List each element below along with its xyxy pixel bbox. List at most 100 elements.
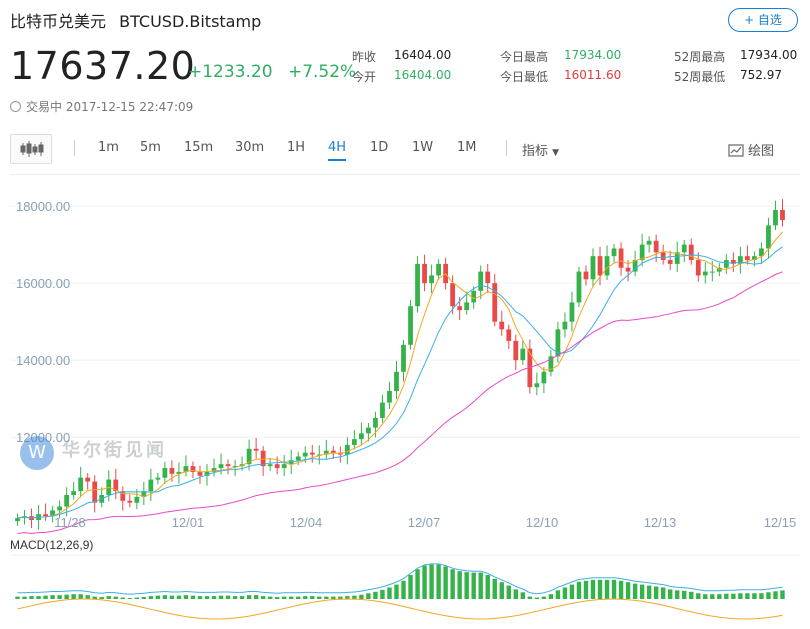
candle-body — [92, 481, 98, 503]
macd-bar — [148, 596, 154, 599]
macd-bar — [232, 596, 238, 599]
add-watchlist-button[interactable]: + 自选 — [728, 8, 798, 32]
macd-bar — [106, 596, 111, 599]
x-tick-label: 12/10 — [526, 515, 559, 530]
candle-body — [695, 260, 701, 276]
macd-bar — [745, 593, 750, 599]
macd-bar — [773, 591, 778, 599]
candle-body — [351, 439, 357, 445]
candle-body — [625, 267, 631, 272]
candle-body — [639, 244, 645, 261]
macd-bar — [668, 589, 673, 599]
candle-body — [780, 209, 785, 221]
candle-body — [134, 496, 140, 503]
macd-bar — [15, 596, 20, 599]
candle-body — [232, 466, 238, 468]
macd-bar — [646, 585, 652, 599]
macd-bar — [513, 589, 518, 599]
macd-dif-line — [17, 563, 783, 595]
candle-body — [64, 495, 70, 507]
candle-body — [148, 479, 154, 492]
candle-body — [478, 271, 484, 291]
draw-tool-button[interactable]: 绘图 — [728, 140, 774, 159]
candle-body — [155, 477, 161, 480]
macd-bar — [239, 596, 245, 599]
macd-bar — [527, 596, 533, 599]
candle-body — [730, 260, 736, 264]
prev-close-label: 昨收 — [352, 50, 377, 64]
chart-type-button[interactable] — [10, 134, 52, 164]
trading-status: 交易中 2017-12-15 22:47:09 — [10, 98, 193, 115]
wk52-low-value: 752.97 — [740, 68, 782, 82]
candle-body — [534, 383, 540, 388]
interval-tab-5m[interactable]: 5m — [140, 140, 161, 155]
candle-body — [373, 417, 378, 428]
interval-tab-1h[interactable]: 1H — [287, 140, 306, 155]
macd-bar — [373, 591, 378, 599]
candle-body — [604, 256, 610, 276]
candle-body — [646, 240, 652, 245]
interval-tab-1w[interactable]: 1W — [412, 140, 434, 155]
macd-bar — [618, 580, 624, 599]
candle-body — [169, 468, 175, 474]
day-high-label: 今日最高 — [500, 50, 549, 64]
interval-tab-1m[interactable]: 1M — [457, 140, 477, 155]
candle-body — [569, 302, 575, 322]
macd-bar — [710, 594, 715, 599]
macd-bar — [218, 595, 224, 599]
x-tick-label: 12/07 — [408, 515, 441, 530]
macd-bar — [562, 587, 568, 599]
macd-bar — [331, 596, 336, 599]
interval-tab-1m[interactable]: 1m — [98, 140, 119, 155]
candle-body — [450, 283, 456, 307]
macd-bar — [520, 592, 526, 599]
candle-body — [344, 444, 350, 455]
candle-body — [737, 256, 743, 264]
macd-bar — [29, 596, 34, 599]
candle-body — [513, 340, 519, 361]
macd-bar — [289, 596, 294, 599]
macd-title: MACD(12,26,9) — [10, 538, 93, 552]
macd-bar — [766, 592, 771, 599]
interval-tab-1d[interactable]: 1D — [370, 140, 389, 155]
instrument-title: 比特币兑美元 BTCUSD.Bitstamp — [10, 8, 261, 32]
macd-bar — [162, 595, 168, 599]
wk52-low-label: 52周最低 — [674, 70, 726, 84]
price-chart[interactable]: 18000.0016000.0014000.0012000.0011/2812/… — [10, 175, 800, 625]
candle-body — [674, 252, 680, 264]
macd-bar — [394, 584, 399, 599]
macd-bar — [43, 595, 48, 599]
macd-bar — [78, 594, 83, 599]
interval-tab-15m[interactable]: 15m — [184, 140, 214, 155]
macd-bar — [22, 596, 27, 599]
macd-bar — [485, 575, 490, 599]
candle-body — [120, 491, 126, 501]
candle-body — [113, 479, 119, 492]
candlestick-icon — [20, 141, 44, 157]
macd-bar — [155, 595, 161, 599]
interval-tab-30m[interactable]: 30m — [235, 140, 265, 155]
macd-bar — [738, 593, 743, 599]
candle-body — [562, 321, 568, 330]
candle-body — [429, 275, 434, 284]
macd-bar — [113, 596, 118, 599]
toolbar-divider — [506, 140, 507, 156]
interval-tab-4h[interactable]: 4H — [328, 140, 347, 161]
watermark-logo: W — [20, 436, 54, 470]
macd-bar — [731, 593, 736, 599]
candle-body — [408, 306, 413, 345]
candle-body — [330, 450, 336, 453]
macd-bar — [197, 596, 203, 599]
macd-dea-line — [17, 598, 783, 620]
macd-bar — [682, 590, 687, 599]
macd-bar — [99, 597, 104, 599]
candle-body — [218, 464, 224, 469]
change-value: +1233.20 — [188, 62, 273, 82]
chart-area[interactable]: 18000.0016000.0014000.0012000.0011/2812/… — [10, 174, 800, 625]
macd-bar — [436, 564, 441, 599]
candle-body — [85, 477, 91, 482]
indicator-menu[interactable]: 指标 ▼ — [522, 140, 559, 159]
candle-body — [204, 471, 210, 476]
candle-body — [773, 209, 778, 226]
candle-body — [309, 452, 315, 455]
